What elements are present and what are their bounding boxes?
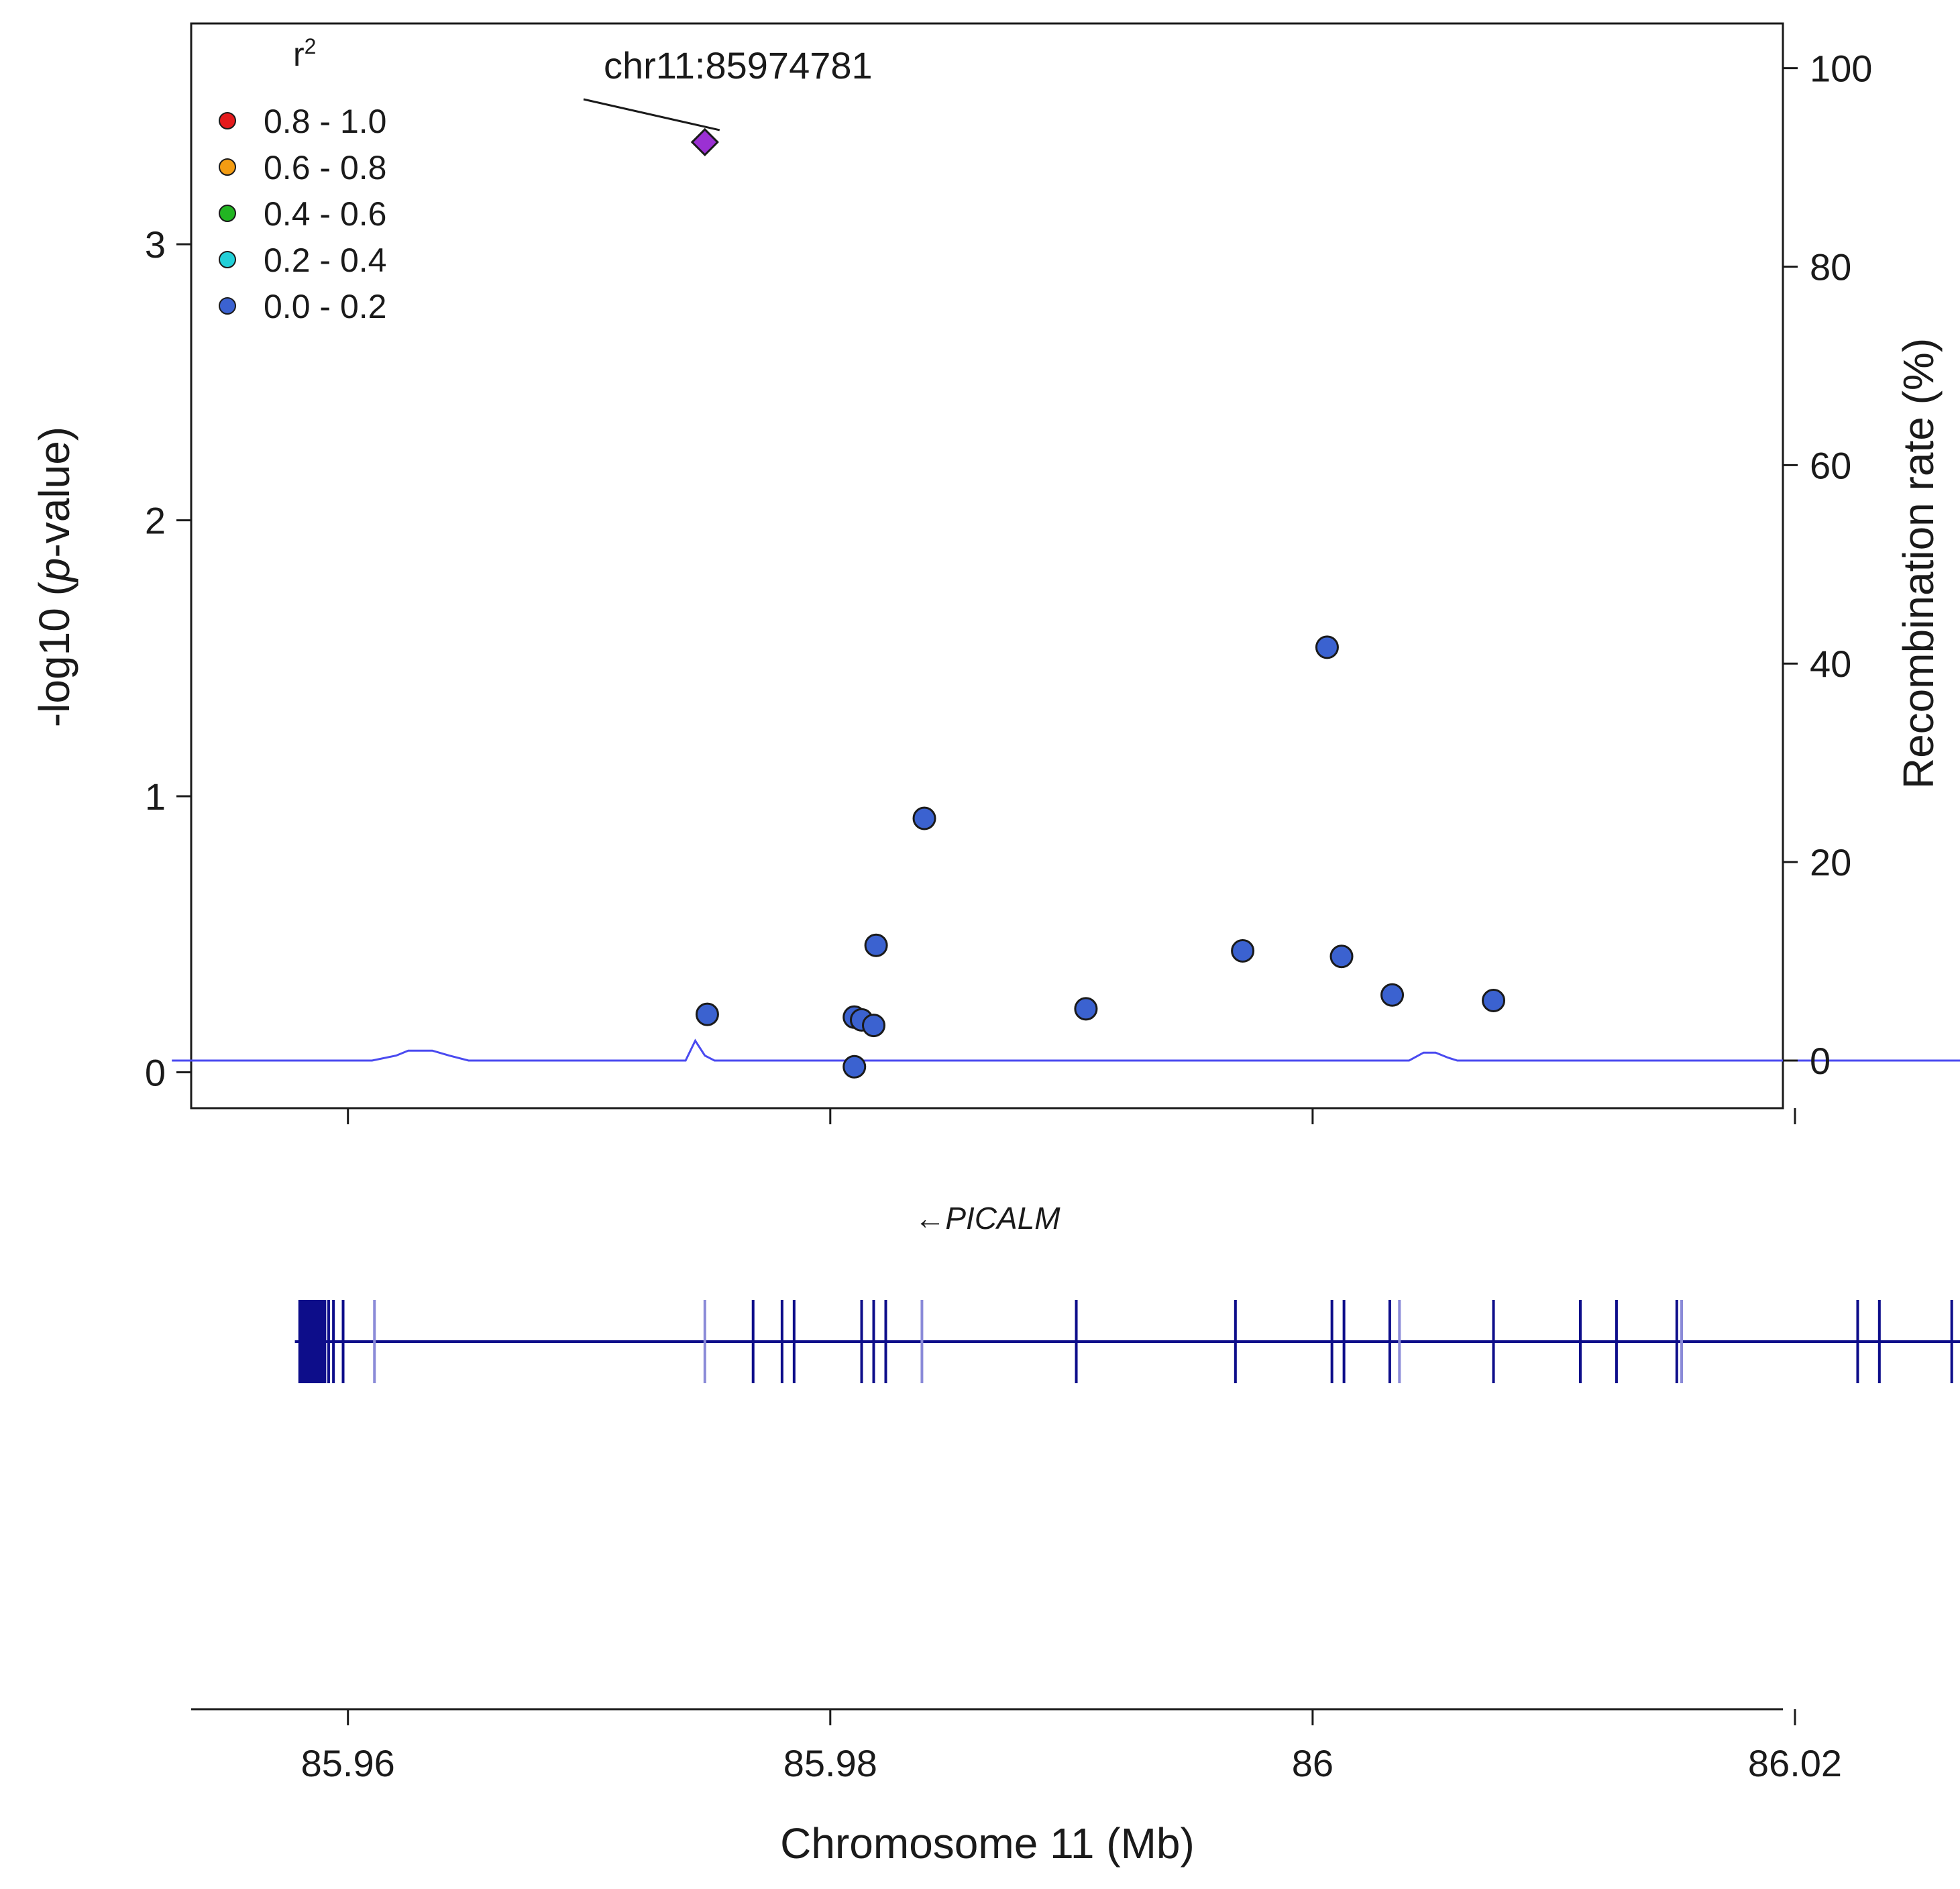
snp-point <box>1482 989 1506 1013</box>
lead-snp-label: chr11:85974781 <box>604 44 873 87</box>
legend-label: 0.4 - 0.6 <box>264 195 386 233</box>
snp-point <box>912 806 936 830</box>
snp-point <box>1074 997 1098 1021</box>
gene-exon-block <box>299 1300 327 1383</box>
y-tick-label: 3 <box>145 223 166 266</box>
y-tick-label: 0 <box>145 1052 166 1094</box>
y2-tick-label: 0 <box>1810 1040 1831 1082</box>
recombination-rate-line <box>172 1038 1960 1062</box>
snp-point <box>864 933 888 957</box>
gene-track: ←PICALM <box>294 1201 1960 1383</box>
y2-tick-label: 100 <box>1810 48 1872 90</box>
legend-title-superscript: 2 <box>305 34 317 58</box>
y-tick-label: 2 <box>145 500 166 542</box>
x-tick-label: 86 <box>1292 1742 1333 1784</box>
snp-point <box>862 1014 886 1038</box>
y-axis-left: 0 1 2 3 <box>145 223 191 1094</box>
lead-snp-layer: chr11:85974781 <box>583 44 873 157</box>
legend-swatch <box>219 251 236 268</box>
y-axis-right: 0 20 40 60 80 100 <box>1783 48 1872 1082</box>
snp-points-layer <box>695 635 1506 1079</box>
legend-swatch <box>219 112 236 129</box>
y2-tick-label: 80 <box>1810 246 1851 288</box>
snp-point <box>842 1055 867 1079</box>
snp-point <box>1231 938 1255 963</box>
y2-axis-title: Recombination rate (%) <box>1894 338 1943 789</box>
x-tick-label: 86.02 <box>1748 1742 1842 1784</box>
y2-tick-label: 20 <box>1810 841 1851 883</box>
lead-snp-marker <box>690 127 719 157</box>
y2-tick-label: 40 <box>1810 643 1851 685</box>
y2-tick-label: 60 <box>1810 444 1851 486</box>
snp-point <box>695 1002 719 1026</box>
recombination-rate-layer <box>172 1038 1960 1062</box>
legend-label: 0.8 - 1.0 <box>264 103 386 140</box>
snp-point <box>1380 983 1405 1007</box>
legend-swatch <box>219 158 236 176</box>
lead-snp-pointer <box>583 98 720 131</box>
x-tick-label: 85.96 <box>301 1742 395 1784</box>
x-tick-label: 85.98 <box>783 1742 877 1784</box>
x-axis-title: Chromosome 11 (Mb) <box>780 1819 1195 1868</box>
legend-label: 0.2 - 0.4 <box>264 241 386 279</box>
x-axis-upper-ticks <box>347 1108 1796 1124</box>
legend-label: 0.0 - 0.2 <box>264 288 386 325</box>
legend-label: 0.6 - 0.8 <box>264 149 386 186</box>
legend-swatch <box>219 297 236 315</box>
legend-swatch <box>219 205 236 222</box>
gene-label-picalm: ←PICALM <box>914 1201 1060 1236</box>
y-tick-label: 1 <box>145 775 166 818</box>
legend: r20.8 - 1.00.6 - 0.80.4 - 0.60.2 - 0.40.… <box>219 34 386 325</box>
snp-point <box>1315 635 1339 659</box>
plot-frame <box>190 22 1784 1110</box>
y-axis-title: -log10 (p-value) <box>30 427 78 727</box>
snp-point <box>1329 944 1354 969</box>
